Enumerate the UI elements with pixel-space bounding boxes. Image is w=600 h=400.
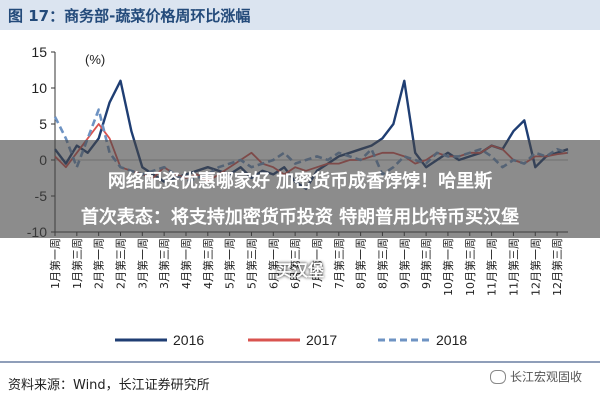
- x-tick-label: 7月第三周: [332, 238, 346, 289]
- overlay-headline-line3: 买汉堡: [275, 261, 324, 280]
- overlay-headline-line1: 网络配资优惠哪家好 加密货币成香饽饽！哈里斯: [107, 171, 493, 192]
- x-tick-label: 2月第三周: [113, 238, 127, 289]
- news-overlay-banner: 网络配资优惠哪家好 加密货币成香饽饽！哈里斯 首次表态：将支持加密货币投资 特朗…: [0, 140, 600, 238]
- legend-label-2017: 2017: [306, 332, 337, 348]
- x-tick-label: 3月第一周: [135, 238, 149, 289]
- y-tick-label: 15: [31, 44, 47, 60]
- x-tick-label: 5月第三周: [244, 238, 258, 289]
- x-tick-label: 11月第一周: [485, 238, 499, 296]
- x-tick-label: 8月第三周: [375, 238, 389, 289]
- x-tick-label: 1月第三周: [70, 238, 84, 289]
- x-tick-label: 4月第三周: [201, 238, 215, 289]
- x-tick-label: 10月第三周: [463, 238, 477, 296]
- x-tick-label: 7月第一周: [310, 238, 324, 289]
- chart-title: 图 17：商务部-蔬菜价格周环比涨幅: [8, 7, 251, 25]
- x-tick-label: 12月第一周: [528, 238, 542, 296]
- x-tick-label: 10月第一周: [441, 238, 455, 296]
- x-tick-label: 4月第一周: [179, 238, 193, 289]
- x-tick-label: 12月第三周: [550, 238, 564, 296]
- y-axis-label: (%): [85, 52, 105, 67]
- y-tick-label: 5: [39, 116, 47, 132]
- x-tick-label: 5月第一周: [223, 238, 237, 289]
- x-tick-label: 2月第一周: [92, 238, 106, 289]
- wechat-icon: [489, 369, 506, 384]
- x-tick-label: 6月第三周: [288, 238, 302, 289]
- x-tick-label: 9月第一周: [397, 238, 411, 289]
- title-bar: 图 17：商务部-蔬菜价格周环比涨幅: [0, 0, 600, 30]
- watermark-text: 长江宏观固收: [509, 370, 582, 384]
- watermark: 长江宏观固收: [489, 368, 582, 385]
- legend-label-2018: 2018: [436, 332, 467, 348]
- overlay-headline-line2: 首次表态：将支持加密货币投资 特朗普用比特币买汉堡: [80, 207, 520, 228]
- x-tick-label: 9月第三周: [419, 238, 433, 289]
- x-tick-label: 11月第三周: [506, 238, 520, 296]
- legend-label-2016: 2016: [173, 332, 204, 348]
- x-tick-label: 8月第一周: [354, 238, 368, 289]
- x-tick-label: 6月第一周: [266, 238, 280, 289]
- x-tick-label: 1月第一周: [48, 238, 62, 289]
- x-tick-label: 3月第三周: [157, 238, 171, 289]
- y-tick-label: 10: [31, 80, 47, 96]
- source-note: 资料来源：Wind，长江证券研究所: [8, 378, 210, 393]
